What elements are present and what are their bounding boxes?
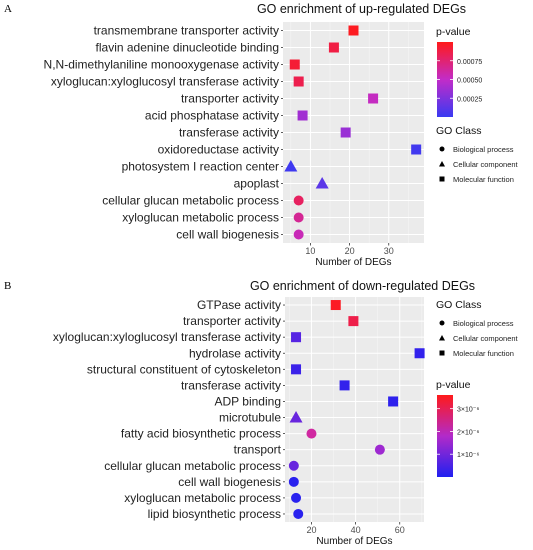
chart-title: GO enrichment of down-regulated DEGs [250, 279, 475, 293]
category-label: microtubule [219, 411, 281, 425]
data-point [414, 348, 425, 359]
category-label: transport [234, 443, 282, 457]
data-point [291, 492, 302, 503]
category-label: structural constituent of cytoskeleton [87, 362, 281, 376]
data-point [289, 59, 300, 70]
shape-legend-label: Biological process [453, 319, 514, 328]
x-tick-label: 20 [306, 525, 316, 535]
category-label: acid phosphatase activity [145, 109, 279, 123]
category-label: apoplast [234, 177, 280, 191]
category-label: lipid biosynthetic process [148, 507, 281, 521]
color-bar-tick-label: 0.00025 [457, 96, 482, 103]
color-bar [437, 395, 453, 477]
plot-panel [285, 297, 424, 522]
data-point [297, 110, 308, 121]
shape-legend-label: Cellular component [453, 334, 519, 343]
data-point [293, 229, 304, 240]
data-point [293, 195, 304, 206]
shape-legend-label: Biological process [453, 145, 514, 154]
color-bar-tick-label: 2×10⁻⁶ [457, 429, 479, 436]
shape-legend-label: Molecular function [453, 349, 514, 358]
data-point [315, 177, 329, 189]
shape-legend-label: Cellular component [453, 160, 519, 169]
category-label: fatty acid biosynthetic process [121, 427, 281, 441]
category-label: xyloglucan:xyloglucosyl transferase acti… [53, 330, 281, 344]
category-label: xyloglucan metabolic process [124, 491, 281, 505]
category-label: xyloglucan:xyloglucosyl transferase acti… [51, 75, 279, 89]
color-bar-tick-label: 0.00075 [457, 59, 482, 66]
data-point [411, 144, 422, 155]
chart-title: GO enrichment of up-regulated DEGs [257, 2, 466, 16]
data-point [291, 364, 302, 375]
category-label: transmembrane transporter activity [94, 24, 279, 38]
data-point [374, 444, 385, 455]
data-point [348, 316, 359, 327]
x-axis-label: Number of DEGs [315, 257, 391, 268]
category-label: cellular glucan metabolic process [104, 459, 281, 473]
category-label: photosystem I reaction center [122, 160, 279, 174]
shape-legend-title: GO Class [436, 125, 482, 137]
data-point [368, 93, 379, 104]
shape-legend-key [439, 146, 445, 152]
color-bar-tick-label: 3×10⁻⁶ [457, 407, 479, 414]
shape-legend-key [439, 350, 445, 356]
shape-legend-key [439, 320, 445, 326]
color-legend-title: p-value [436, 26, 471, 38]
data-point [340, 127, 351, 138]
color-bar-tick-label: 1×10⁻⁶ [457, 452, 479, 459]
category-label: transferase activity [179, 126, 279, 140]
shape-legend-label: Molecular function [453, 175, 514, 184]
category-label: cell wall biogenesis [176, 228, 279, 242]
category-label: transferase activity [181, 378, 281, 392]
color-legend-title: p-value [436, 379, 471, 391]
data-point [284, 160, 298, 172]
data-point [293, 508, 304, 519]
x-axis-label: Number of DEGs [316, 536, 392, 547]
data-point [306, 428, 317, 439]
data-point [339, 380, 350, 391]
x-tick-label: 40 [351, 525, 361, 535]
shape-legend-title: GO Class [436, 299, 482, 311]
category-label: N,N-dimethylaniline monooxygenase activi… [44, 58, 279, 72]
category-label: xyloglucan metabolic process [122, 211, 279, 225]
data-point [328, 42, 339, 53]
category-label: oxidoreductase activity [158, 143, 279, 157]
shape-legend-key [439, 176, 445, 182]
data-point [388, 396, 399, 407]
category-label: transporter activity [181, 92, 279, 106]
chart-up-regulated: GO enrichment of up-regulated DEGs transm… [44, 2, 519, 268]
shape-legend-key [439, 335, 445, 341]
x-tick-label: 30 [384, 246, 394, 256]
data-point [293, 212, 304, 223]
category-label: hydrolase activity [189, 346, 281, 360]
data-point [288, 460, 299, 471]
category-label: cellular glucan metabolic process [102, 194, 279, 208]
x-tick-label: 10 [305, 246, 315, 256]
data-point [293, 76, 304, 87]
category-label: GTPase activity [197, 298, 281, 312]
chart-down-regulated: GO enrichment of down-regulated DEGs GTPa… [53, 279, 519, 547]
color-bar [437, 42, 453, 117]
x-tick-label: 60 [395, 525, 405, 535]
data-point [289, 411, 303, 423]
data-point [348, 25, 359, 36]
data-point [288, 476, 299, 487]
shape-legend-key [439, 161, 445, 167]
panel-a-letter: A [4, 3, 12, 15]
data-point [330, 300, 341, 311]
category-label: cell wall biogenesis [178, 475, 281, 489]
category-label: transporter activity [183, 314, 281, 328]
category-label: ADP binding [215, 394, 282, 408]
data-point [291, 332, 302, 343]
x-tick-label: 20 [345, 246, 355, 256]
category-label: flavin adenine dinucleotide binding [96, 41, 279, 55]
panel-b-letter: B [4, 280, 11, 292]
color-bar-tick-label: 0.00050 [457, 78, 482, 85]
